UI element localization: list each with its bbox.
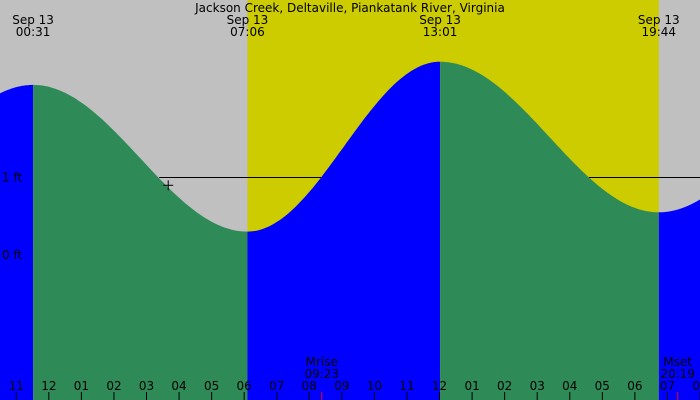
cursor-crosshair <box>163 180 174 191</box>
rising-tide-area <box>658 199 700 400</box>
hour-tick-label: 05 <box>204 379 219 393</box>
hour-tick-label: 09 <box>334 379 349 393</box>
tide-area-layer <box>0 61 700 400</box>
rising-tide-area <box>247 61 441 400</box>
y-tick-label: 1 ft <box>2 171 22 185</box>
event-time-label: 19:44 <box>641 25 676 39</box>
hour-tick-label: 10 <box>367 379 382 393</box>
moon-event-time: 20:19 <box>660 367 695 381</box>
hour-tick-label: 11 <box>9 379 24 393</box>
event-time-label: 07:06 <box>230 25 265 39</box>
event-date-label: Sep 13 <box>12 13 54 27</box>
rising-tide-area <box>0 84 34 400</box>
hour-tick-label: 02 <box>497 379 512 393</box>
moon-event-label: Mrise <box>306 355 338 369</box>
hour-tick-label: 07 <box>269 379 284 393</box>
hour-tick-label: 11 <box>399 379 414 393</box>
hour-tick-label: 04 <box>562 379 577 393</box>
event-time-label: 13:01 <box>423 25 458 39</box>
hour-tick-label: 01 <box>464 379 479 393</box>
hour-tick-label: 08 <box>692 379 700 393</box>
event-date-label: Sep 13 <box>638 13 680 27</box>
hour-tick-label: 08 <box>302 379 317 393</box>
hour-tick-label: 05 <box>595 379 610 393</box>
falling-tide-area <box>33 84 248 400</box>
hour-tick-label: 06 <box>627 379 642 393</box>
moon-event-label: Mset <box>663 355 692 369</box>
y-tick-label: 0 ft <box>2 248 22 262</box>
hour-tick-label: 04 <box>171 379 186 393</box>
chart-title: Jackson Creek, Deltaville, Piankatank Ri… <box>194 1 505 15</box>
hour-tick-label: 01 <box>74 379 89 393</box>
moon-event-time: 09:23 <box>304 367 339 381</box>
event-date-label: Sep 13 <box>227 13 269 27</box>
hour-tick-label: 03 <box>530 379 545 393</box>
hour-tick-label: 03 <box>139 379 154 393</box>
hour-tick-label: 06 <box>237 379 252 393</box>
hour-tick-label: 02 <box>106 379 121 393</box>
event-date-label: Sep 13 <box>419 13 461 27</box>
hour-tick-label: 07 <box>660 379 675 393</box>
event-time-label: 00:31 <box>16 25 51 39</box>
falling-tide-area <box>440 61 659 400</box>
hour-tick-label: 12 <box>432 379 447 393</box>
hour-tick-label: 12 <box>41 379 56 393</box>
